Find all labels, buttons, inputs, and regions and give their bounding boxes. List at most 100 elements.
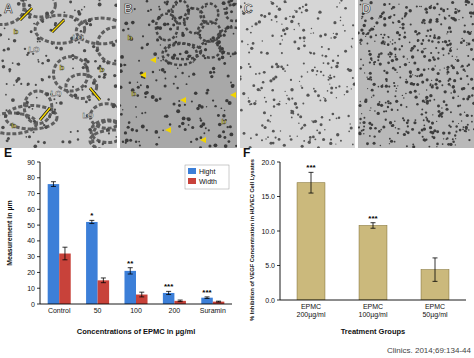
cell: [448, 83, 451, 86]
cell: [177, 67, 179, 69]
arrow: [52, 20, 64, 32]
cell: [467, 124, 469, 126]
cell: [250, 32, 252, 34]
cell: [303, 62, 305, 64]
cell: [370, 17, 373, 20]
cell: [378, 130, 381, 133]
y-axis: [40, 162, 41, 304]
cell: [448, 15, 450, 17]
cell: [464, 130, 466, 132]
plot-area: [48, 182, 225, 304]
cell: [359, 67, 361, 69]
cell: [429, 94, 432, 97]
cell: [324, 99, 327, 102]
cell: [424, 22, 426, 24]
bar: [359, 225, 387, 300]
cell: [358, 132, 361, 135]
cell: [398, 38, 400, 40]
cell: [472, 39, 474, 42]
cell: [299, 37, 302, 40]
cell: [191, 100, 193, 102]
cell: [82, 66, 85, 69]
cell: [178, 104, 181, 107]
cell: [284, 33, 287, 36]
panel-letter: F: [243, 146, 250, 160]
cell: [196, 107, 199, 110]
cell: [317, 17, 319, 19]
cell: [437, 36, 440, 39]
cell: [122, 109, 123, 110]
photo-label: b: [128, 33, 133, 42]
cell: [460, 41, 463, 44]
cell: [447, 31, 449, 33]
cell: [425, 117, 427, 119]
cell: [271, 19, 273, 21]
cell: [430, 29, 433, 32]
cell: [471, 121, 473, 123]
cell: [411, 55, 414, 58]
cell: [429, 19, 432, 22]
cell: [443, 138, 444, 139]
cell: [218, 57, 221, 60]
cell: [436, 143, 439, 146]
error-bar: [130, 268, 131, 274]
cell: [141, 47, 144, 50]
error-bar: [53, 182, 54, 187]
cell: [455, 125, 457, 127]
cell: [435, 83, 438, 86]
cell: [413, 121, 416, 124]
cell: [308, 141, 311, 144]
cell: [441, 112, 444, 115]
cell: [165, 3, 168, 6]
cell: [442, 131, 445, 134]
photo-label: b: [12, 121, 17, 130]
cell: [77, 138, 79, 140]
cell: [221, 107, 223, 109]
cell: [385, 110, 387, 112]
cell: [158, 6, 160, 8]
cell: [399, 77, 401, 79]
cell: [179, 0, 182, 2]
cell: [224, 144, 228, 148]
cell: [51, 43, 53, 45]
cell: [281, 23, 282, 24]
cell: [331, 67, 333, 69]
cell: [59, 47, 63, 51]
cell: [454, 11, 457, 14]
cell: [37, 41, 39, 43]
cell: [234, 52, 237, 55]
cell: [314, 138, 316, 140]
cell: [456, 59, 459, 62]
cell: [393, 82, 395, 84]
cell: [112, 43, 116, 47]
cell: [420, 74, 423, 77]
cell: [279, 101, 280, 102]
cell: [415, 75, 416, 76]
cell: [142, 35, 144, 37]
cell: [448, 131, 451, 134]
cell: [267, 119, 270, 122]
cell: [123, 64, 125, 66]
cell: [159, 8, 161, 10]
cell: [85, 66, 89, 70]
cell: [278, 103, 281, 106]
cell: [223, 62, 226, 65]
cell: [330, 91, 333, 94]
cell: [392, 43, 394, 45]
error-cap: [139, 292, 144, 293]
cell: [253, 102, 256, 105]
photo-background: [120, 0, 237, 148]
cell: [209, 71, 212, 74]
tube-network: [53, 57, 88, 91]
citation: Clinics. 2014;69:134-44: [387, 346, 472, 355]
cell: [391, 124, 394, 127]
cell: [28, 117, 31, 120]
cell: [437, 110, 440, 113]
photo-label: LO: [50, 89, 61, 98]
cell: [314, 90, 317, 93]
cell: [414, 90, 417, 93]
cell: [303, 40, 305, 42]
cell: [412, 143, 414, 145]
cell: [148, 24, 151, 27]
cell: [273, 105, 275, 107]
